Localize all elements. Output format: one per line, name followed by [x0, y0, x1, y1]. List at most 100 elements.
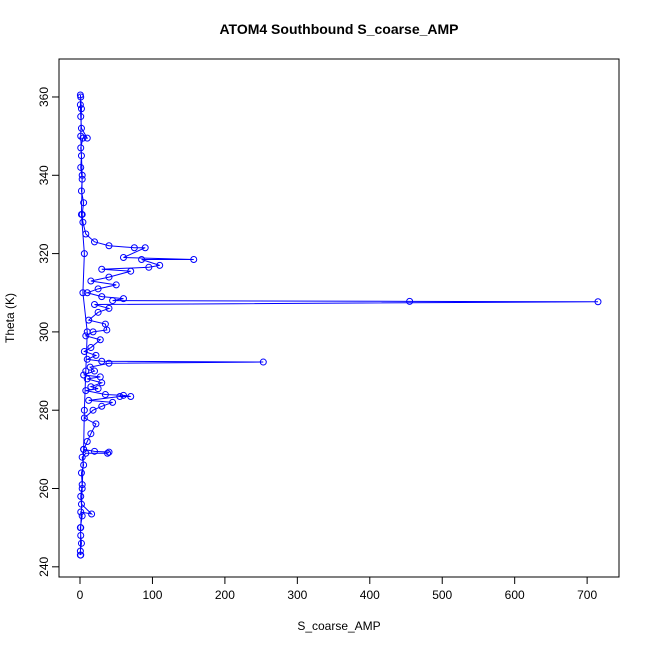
data-line — [79, 94, 598, 556]
data-point — [406, 297, 414, 305]
data-point — [94, 385, 102, 393]
data-point — [77, 163, 85, 171]
data-point — [82, 367, 90, 375]
x-tick-label: 100 — [142, 588, 162, 602]
data-point — [77, 539, 85, 547]
x-tick-label: 600 — [505, 588, 525, 602]
data-point — [88, 510, 96, 518]
data-point — [80, 461, 88, 469]
x-tick-label: 500 — [432, 588, 452, 602]
data-point — [98, 265, 106, 273]
y-tick-label: 280 — [37, 400, 51, 420]
data-point — [76, 551, 84, 559]
data-point — [89, 406, 97, 414]
data-point — [87, 430, 95, 438]
data-point — [145, 263, 153, 271]
data-point — [119, 391, 127, 399]
data-point — [105, 359, 113, 367]
data-point — [87, 383, 95, 391]
data-point — [83, 375, 91, 383]
data-point — [83, 134, 91, 142]
data-point — [77, 500, 85, 508]
plot-frame — [58, 58, 620, 578]
data-point — [105, 273, 113, 281]
data-point — [92, 420, 100, 428]
data-point — [127, 267, 135, 275]
data-point — [85, 316, 93, 324]
data-point — [82, 332, 90, 340]
x-axis-label: S_coarse_AMP — [297, 619, 380, 633]
data-point — [104, 449, 112, 457]
data-point — [141, 244, 149, 252]
data-point — [98, 357, 106, 365]
data-point — [86, 363, 94, 371]
data-point — [94, 308, 102, 316]
data-point — [90, 367, 98, 375]
data-point — [105, 242, 113, 250]
data-point — [77, 508, 85, 516]
data-point — [77, 124, 85, 132]
data-point — [259, 358, 267, 366]
data-point — [80, 414, 88, 422]
y-tick-label: 300 — [37, 322, 51, 342]
data-point — [78, 175, 86, 183]
data-point — [80, 199, 88, 207]
chart-title: ATOM4 Southbound S_coarse_AMP — [219, 21, 458, 37]
data-point — [79, 289, 87, 297]
data-point — [98, 402, 106, 410]
data-point — [112, 281, 120, 289]
data-point — [80, 250, 88, 258]
data-point — [82, 449, 90, 457]
data-point — [109, 297, 117, 305]
y-tick-label: 320 — [37, 243, 51, 263]
data-point — [77, 524, 85, 532]
data-point — [77, 187, 85, 195]
data-point — [101, 391, 109, 399]
data-point — [116, 393, 124, 401]
y-tick-label: 340 — [37, 165, 51, 185]
y-tick-label: 260 — [37, 478, 51, 498]
data-point — [92, 351, 100, 359]
y-tick-label: 240 — [37, 556, 51, 576]
data-point — [76, 91, 84, 99]
data-point — [101, 320, 109, 328]
data-point — [77, 492, 85, 500]
data-point — [82, 230, 90, 238]
data-point — [77, 113, 85, 121]
data-point — [78, 481, 86, 489]
data-point — [76, 547, 84, 555]
data-point — [90, 447, 98, 455]
data-point — [119, 254, 127, 262]
data-point — [79, 134, 87, 142]
data-point — [85, 396, 93, 404]
data-point — [80, 347, 88, 355]
data-point — [127, 393, 135, 401]
data-point — [77, 105, 85, 113]
data-point — [90, 300, 98, 308]
data-point — [78, 171, 86, 179]
data-point — [76, 101, 84, 109]
data-point — [98, 293, 106, 301]
data-point — [78, 485, 86, 493]
data-point — [109, 398, 117, 406]
data-point — [94, 285, 102, 293]
data-point — [80, 406, 88, 414]
y-tick-label: 360 — [37, 87, 51, 107]
data-point — [96, 336, 104, 344]
data-point — [77, 132, 85, 140]
data-point — [77, 144, 85, 152]
data-point — [138, 255, 146, 263]
x-tick-label: 300 — [287, 588, 307, 602]
data-point — [77, 531, 85, 539]
data-point — [130, 244, 138, 252]
data-point — [77, 469, 85, 477]
data-point — [80, 445, 88, 453]
data-point — [594, 298, 602, 306]
data-point — [78, 453, 86, 461]
data-point — [82, 387, 90, 395]
data-point — [96, 373, 104, 381]
x-tick-label: 400 — [360, 588, 380, 602]
data-point — [190, 255, 198, 263]
data-point — [83, 289, 91, 297]
